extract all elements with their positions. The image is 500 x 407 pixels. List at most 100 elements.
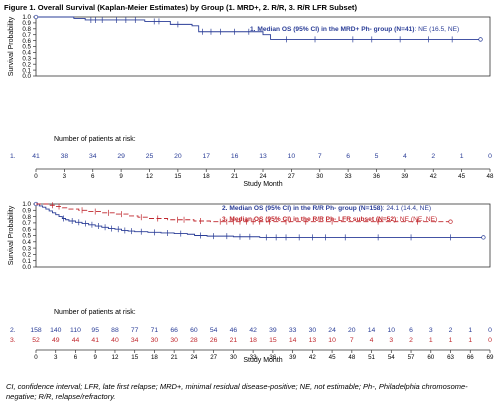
x-tick-label: 51	[368, 354, 375, 361]
at-risk-count: 17	[202, 153, 210, 160]
at-risk-title: Number of patients at risk:	[54, 136, 136, 143]
at-risk-count: 25	[146, 153, 154, 160]
km-chart-panel-2: 0.0 0.1 0.2 0.3 0.4 0.5 0.6 0.7 0.8 0.9 1.0 Surviva…	[0, 196, 500, 366]
at-risk-count: 88	[111, 327, 119, 334]
x-tick-label: 60	[427, 354, 434, 361]
x-tick-label: 45	[329, 354, 336, 361]
at-risk-count: 20	[174, 153, 182, 160]
figure-title: Figure 1. Overall Survival (Kaplan-Meier…	[4, 3, 357, 12]
at-risk-count: 95	[91, 327, 99, 334]
at-risk-count: 3	[389, 337, 393, 344]
km-chart-2: 0.00.10.20.30.40.50.60.70.80.91.0 Surviva…	[8, 201, 494, 364]
at-risk-count: 1	[468, 327, 472, 334]
at-risk-count: 34	[131, 337, 139, 344]
at-risk-count: 49	[52, 337, 60, 344]
y-tick-label: 1.0	[22, 201, 31, 208]
at-risk-count: 4	[403, 153, 407, 160]
at-risk-count: 16	[231, 153, 239, 160]
y-tick-label: 1.0	[22, 14, 31, 21]
y-tick-label: 0.2	[22, 252, 31, 259]
x-tick-label: 21	[171, 354, 178, 361]
x-tick-label: 3	[63, 173, 67, 180]
y-tick-label: 0.7	[22, 32, 31, 39]
at-risk-count: 1	[429, 337, 433, 344]
survival-curve-3	[36, 203, 451, 223]
at-risk-count: 71	[151, 327, 159, 334]
at-risk-count: 0	[488, 327, 492, 334]
at-risk-count: 66	[170, 327, 178, 334]
at-risk-count: 2	[449, 327, 453, 334]
at-risk-count: 14	[368, 327, 376, 334]
at-risk-count: 4	[370, 337, 374, 344]
at-risk-count: 7	[318, 153, 322, 160]
x-tick-label: 39	[289, 354, 296, 361]
at-risk-count: 0	[488, 153, 492, 160]
at-risk-count: 30	[309, 327, 317, 334]
at-risk-count: 34	[89, 153, 97, 160]
at-risk-count: 1	[468, 337, 472, 344]
x-tick-label: 0	[34, 354, 38, 361]
y-tick-label: 0.3	[22, 245, 31, 252]
at-risk-count: 140	[50, 327, 62, 334]
at-risk-count: 6	[409, 327, 413, 334]
y-tick-label: 0.0	[22, 264, 31, 271]
x-tick-label: 12	[112, 354, 119, 361]
at-risk-count: 10	[288, 153, 296, 160]
at-risk-count: 46	[230, 327, 238, 334]
at-risk-count: 40	[111, 337, 119, 344]
x-tick-label: 9	[119, 173, 123, 180]
at-risk-count: 42	[249, 327, 257, 334]
at-risk-count: 1	[460, 153, 464, 160]
legend-part: : 24.1 (14.4, NE)	[383, 205, 431, 212]
at-risk-count: 2	[409, 337, 413, 344]
end-marker	[33, 14, 39, 20]
x-tick-label: 0	[34, 173, 38, 180]
x-axis-title: Study Month	[243, 181, 282, 188]
x-tick-label: 27	[210, 354, 217, 361]
y-tick-label: 0.9	[22, 20, 31, 27]
at-risk-count: 10	[328, 337, 336, 344]
at-risk-count: 20	[348, 327, 356, 334]
at-risk-count: 44	[72, 337, 80, 344]
x-tick-label: 54	[388, 354, 395, 361]
y-tick-label: 0.9	[22, 208, 31, 215]
at-risk-count: 38	[61, 153, 69, 160]
y-tick-label: 0.7	[22, 220, 31, 227]
x-tick-label: 12	[146, 173, 153, 180]
x-tick-label: 57	[408, 354, 415, 361]
legend-part: 3. Median OS (95% CI) in the R/R Ph- LFR…	[222, 216, 396, 223]
x-tick-label: 30	[316, 173, 323, 180]
y-tick-label: 0.5	[22, 233, 31, 240]
at-risk-title: Number of patients at risk:	[54, 309, 136, 316]
x-tick-label: 6	[91, 173, 95, 180]
at-risk-count: 13	[309, 337, 317, 344]
x-tick-label: 18	[151, 354, 158, 361]
at-risk-count: 24	[328, 327, 336, 334]
at-risk-count: 41	[32, 153, 40, 160]
at-risk-count: 28	[190, 337, 198, 344]
at-risk-count: 158	[30, 327, 42, 334]
km-chart-panel-1: 0.0 0.1 0.2 0.3 0.4 0.5 0.6 0.7 0.8 0.9 1.0 Surviva…	[0, 11, 500, 194]
at-risk-count: 41	[91, 337, 99, 344]
x-tick-label: 21	[231, 173, 238, 180]
at-risk-count: 33	[289, 327, 297, 334]
at-risk-group-marker: 3.	[10, 337, 16, 344]
at-risk-count: 52	[32, 337, 40, 344]
at-risk-count: 26	[210, 337, 218, 344]
legend-entry: 1. Median OS (95% CI) in the MRD+ Ph- gr…	[250, 26, 459, 33]
x-tick-label: 27	[288, 173, 295, 180]
at-risk-count: 15	[269, 337, 277, 344]
end-marker	[481, 235, 486, 240]
at-risk-count: 18	[249, 337, 257, 344]
x-tick-label: 63	[447, 354, 454, 361]
y-tick-label: 0.1	[22, 67, 31, 74]
y-tick-label: 0.8	[22, 214, 31, 221]
at-risk-count: 13	[259, 153, 267, 160]
x-tick-label: 36	[269, 354, 276, 361]
x-tick-label: 69	[487, 354, 494, 361]
at-risk-count: 29	[117, 153, 125, 160]
y-tick-label: 0.5	[22, 44, 31, 51]
at-risk-count: 2	[431, 153, 435, 160]
at-risk-count: 60	[190, 327, 198, 334]
x-axis-title: Study Month	[243, 357, 282, 364]
